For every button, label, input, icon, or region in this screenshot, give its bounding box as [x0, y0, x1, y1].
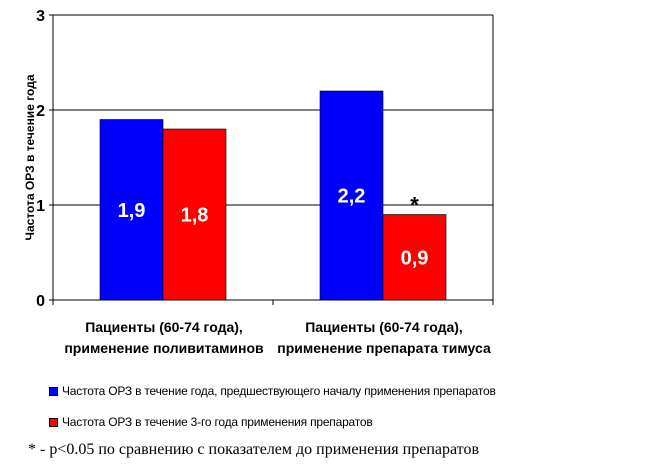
bar — [319, 90, 384, 301]
legend-label: Частота ОРЗ в течение года, предшествующ… — [62, 384, 496, 398]
bar-value-label: 0,9 — [401, 247, 429, 269]
significance-asterisk: * — [410, 193, 419, 218]
y-tick-label: 2 — [36, 103, 45, 120]
bar-value-label: 1,9 — [118, 200, 146, 222]
category-label-line: Пациенты (60-74 года), — [85, 319, 243, 335]
legend-item-series-2: Частота ОРЗ в течение 3-го года применен… — [49, 415, 373, 429]
bar — [382, 214, 447, 301]
legend-item-series-1: Частота ОРЗ в течение года, предшествующ… — [49, 384, 496, 398]
footnote: * - p<0.05 по сравнению с показателем до… — [28, 441, 480, 458]
legend-swatch-blue — [49, 386, 58, 396]
bar-value-label: 1,8 — [181, 205, 209, 227]
legend-label: Частота ОРЗ в течение 3-го года применен… — [62, 415, 373, 429]
y-tick-label: 3 — [36, 8, 45, 25]
category-label-line: Пациенты (60-74 года), — [305, 319, 463, 335]
bar-value-label: 2,2 — [338, 186, 366, 208]
y-tick-label: 1 — [36, 198, 45, 215]
category-label-line: применение препарата тимуса — [277, 340, 491, 356]
y-axis-label: Частота ОРЗ в течение года — [23, 74, 37, 240]
legend-swatch-red — [49, 417, 58, 427]
category-label-1: Пациенты (60-74 года), применение поливи… — [34, 317, 294, 359]
bar — [99, 119, 164, 301]
category-label-2: Пациенты (60-74 года), применение препар… — [254, 317, 514, 359]
y-tick-label: 0 — [36, 293, 45, 310]
plot-area: 0 1 2 3 Частота ОРЗ в течение года 1,9 2,2 1,8 0… — [23, 8, 494, 310]
category-label-line: применение поливитаминов — [64, 340, 264, 356]
bar — [162, 128, 227, 301]
